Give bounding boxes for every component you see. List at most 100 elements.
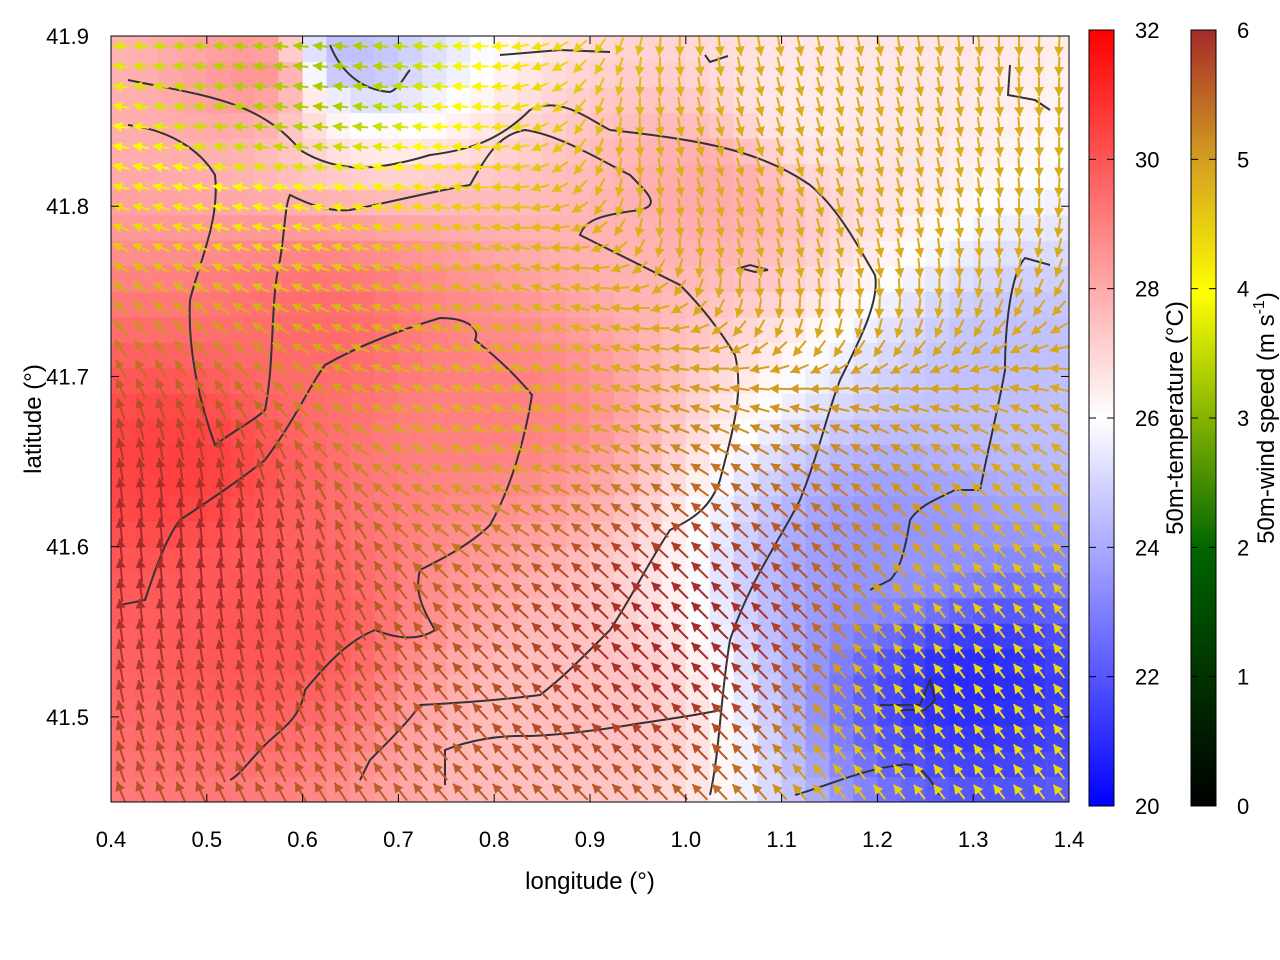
wind-arrow <box>335 640 346 662</box>
wind-arrow <box>550 343 570 354</box>
wind-arrow <box>953 663 966 679</box>
wind-arrow <box>351 262 370 273</box>
wind-arrow <box>992 622 1006 639</box>
wind-arrow <box>811 662 828 680</box>
wind-arrow <box>412 541 429 559</box>
wind-arrow <box>212 321 230 336</box>
wind-arrow <box>949 364 969 374</box>
wind-arrow <box>973 663 986 679</box>
wind-arrow <box>711 722 729 741</box>
wind-arrow <box>135 578 146 602</box>
wind-arrow <box>814 96 825 117</box>
wind-arrow <box>333 480 348 499</box>
wind-arrow <box>472 722 489 741</box>
wind-arrow <box>993 743 1006 760</box>
wind-arrow <box>591 220 609 235</box>
wind-arrow <box>275 458 286 481</box>
wind-arrow <box>352 101 369 112</box>
wind-arrow <box>953 743 966 760</box>
wind-arrow <box>471 61 489 72</box>
wind-arrow <box>550 403 570 414</box>
wind-arrow <box>490 403 510 414</box>
y-tick-label: 41.7 <box>46 364 89 389</box>
wind-arrow <box>690 501 709 518</box>
wind-arrow <box>974 237 985 258</box>
wind-arrow <box>510 282 530 293</box>
wind-arrow <box>872 743 886 760</box>
wind-arrow <box>275 741 287 763</box>
wind-arrow <box>674 217 685 238</box>
wind-arrow <box>132 301 150 316</box>
wind-arrow <box>292 61 309 72</box>
heatmap-cell <box>901 674 926 701</box>
wind-arrow <box>432 702 449 721</box>
wind-arrow <box>291 362 310 375</box>
wind-arrow <box>790 443 810 456</box>
wind-arrow <box>913 764 926 780</box>
wind-arrow <box>471 602 489 619</box>
wind-arrow <box>331 402 350 415</box>
wind-arrow <box>914 96 925 117</box>
wind-arrow <box>294 459 307 480</box>
wind-arrow <box>654 36 665 56</box>
wind-arrow <box>531 562 550 578</box>
wind-arrow <box>471 682 489 700</box>
wind-arrow <box>471 622 489 640</box>
colorbar-tick-label: 32 <box>1135 18 1159 43</box>
wind-arrow <box>794 278 805 298</box>
wind-arrow <box>715 157 725 177</box>
wind-arrow <box>291 323 310 334</box>
wind-arrow <box>511 602 529 619</box>
heatmap-cell <box>829 419 855 446</box>
wind-arrow <box>192 321 210 336</box>
wind-arrow <box>611 702 629 721</box>
wind-arrow <box>392 121 409 132</box>
wind-arrow <box>909 424 929 435</box>
wind-arrow <box>593 199 607 216</box>
wind-arrow <box>891 522 908 538</box>
wind-arrow <box>852 723 867 740</box>
wind-arrow <box>1052 663 1066 679</box>
wind-arrow <box>1053 217 1064 238</box>
wind-arrow <box>794 318 805 338</box>
wind-arrow <box>135 659 146 683</box>
wind-arrow <box>650 662 669 680</box>
wind-arrow <box>952 784 966 800</box>
wind-arrow <box>854 36 865 56</box>
wind-arrow <box>312 440 329 458</box>
wind-arrow <box>894 258 905 278</box>
wind-arrow <box>950 462 968 477</box>
wind-arrow <box>910 443 929 456</box>
wind-arrow <box>112 101 130 112</box>
wind-arrow <box>952 643 966 659</box>
heatmap-cell <box>973 214 998 241</box>
x-axis: 0.4 0.5 0.6 0.7 0.8 0.9 1.0 1.1 1.2 1.3 1.4 <box>96 36 1084 852</box>
heatmap-cell <box>805 750 831 778</box>
wind-arrow <box>235 458 246 481</box>
wind-arrow <box>292 101 309 112</box>
wind-arrow <box>814 278 825 298</box>
wind-arrow <box>832 743 847 760</box>
wind-arrow <box>755 197 765 217</box>
wind-arrow <box>751 341 769 355</box>
wind-arrow <box>152 242 170 253</box>
wind-arrow <box>353 762 368 782</box>
wind-arrow <box>112 41 130 52</box>
y-axis-label: latitude (°) <box>20 364 47 474</box>
wind-arrow <box>614 218 626 237</box>
wind-arrow <box>1032 764 1046 780</box>
wind-arrow <box>450 363 470 374</box>
wind-arrow <box>155 598 166 623</box>
wind-arrow <box>132 222 150 233</box>
wind-arrow <box>312 121 329 132</box>
wind-arrow <box>271 342 290 355</box>
wind-arrow <box>669 343 690 354</box>
wind-arrow <box>352 162 369 173</box>
wind-arrow <box>115 498 126 522</box>
wind-arrow <box>214 379 228 399</box>
wind-arrow <box>115 740 126 763</box>
wind-arrow <box>969 403 989 414</box>
wind-arrow <box>335 620 346 642</box>
wind-arrow <box>973 764 986 780</box>
wind-arrow <box>874 36 885 56</box>
